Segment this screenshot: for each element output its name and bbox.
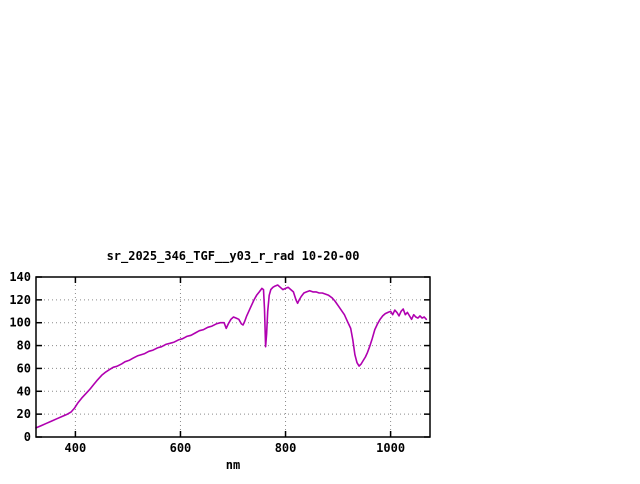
x-tick-label: 400	[65, 441, 87, 455]
y-tick-label: 120	[9, 293, 31, 307]
x-tick-label: 800	[275, 441, 297, 455]
y-tick-label: 60	[17, 361, 31, 375]
y-tick-label: 0	[24, 430, 31, 444]
y-tick-label: 20	[17, 407, 31, 421]
grid-layer	[36, 276, 430, 438]
y-tick-label: 140	[9, 270, 31, 284]
x-axis-label: nm	[226, 458, 240, 472]
x-tick-label: 1000	[376, 441, 405, 455]
axis-layer	[35, 276, 431, 438]
tick-label-layer: 400 600 800 1000 0 20 40 60 80 100 120 140	[9, 270, 405, 455]
y-tick-label: 100	[9, 316, 31, 330]
spectral-curve	[35, 284, 428, 429]
y-tick-label: 40	[17, 384, 31, 398]
y-tick-label: 80	[17, 339, 31, 353]
x-tick-label: 600	[170, 441, 192, 455]
chart-title: sr_2025_346_TGF__y03_r_rad 10-20-00	[107, 249, 360, 264]
series-layer	[35, 284, 428, 429]
plot-border	[35, 276, 431, 438]
